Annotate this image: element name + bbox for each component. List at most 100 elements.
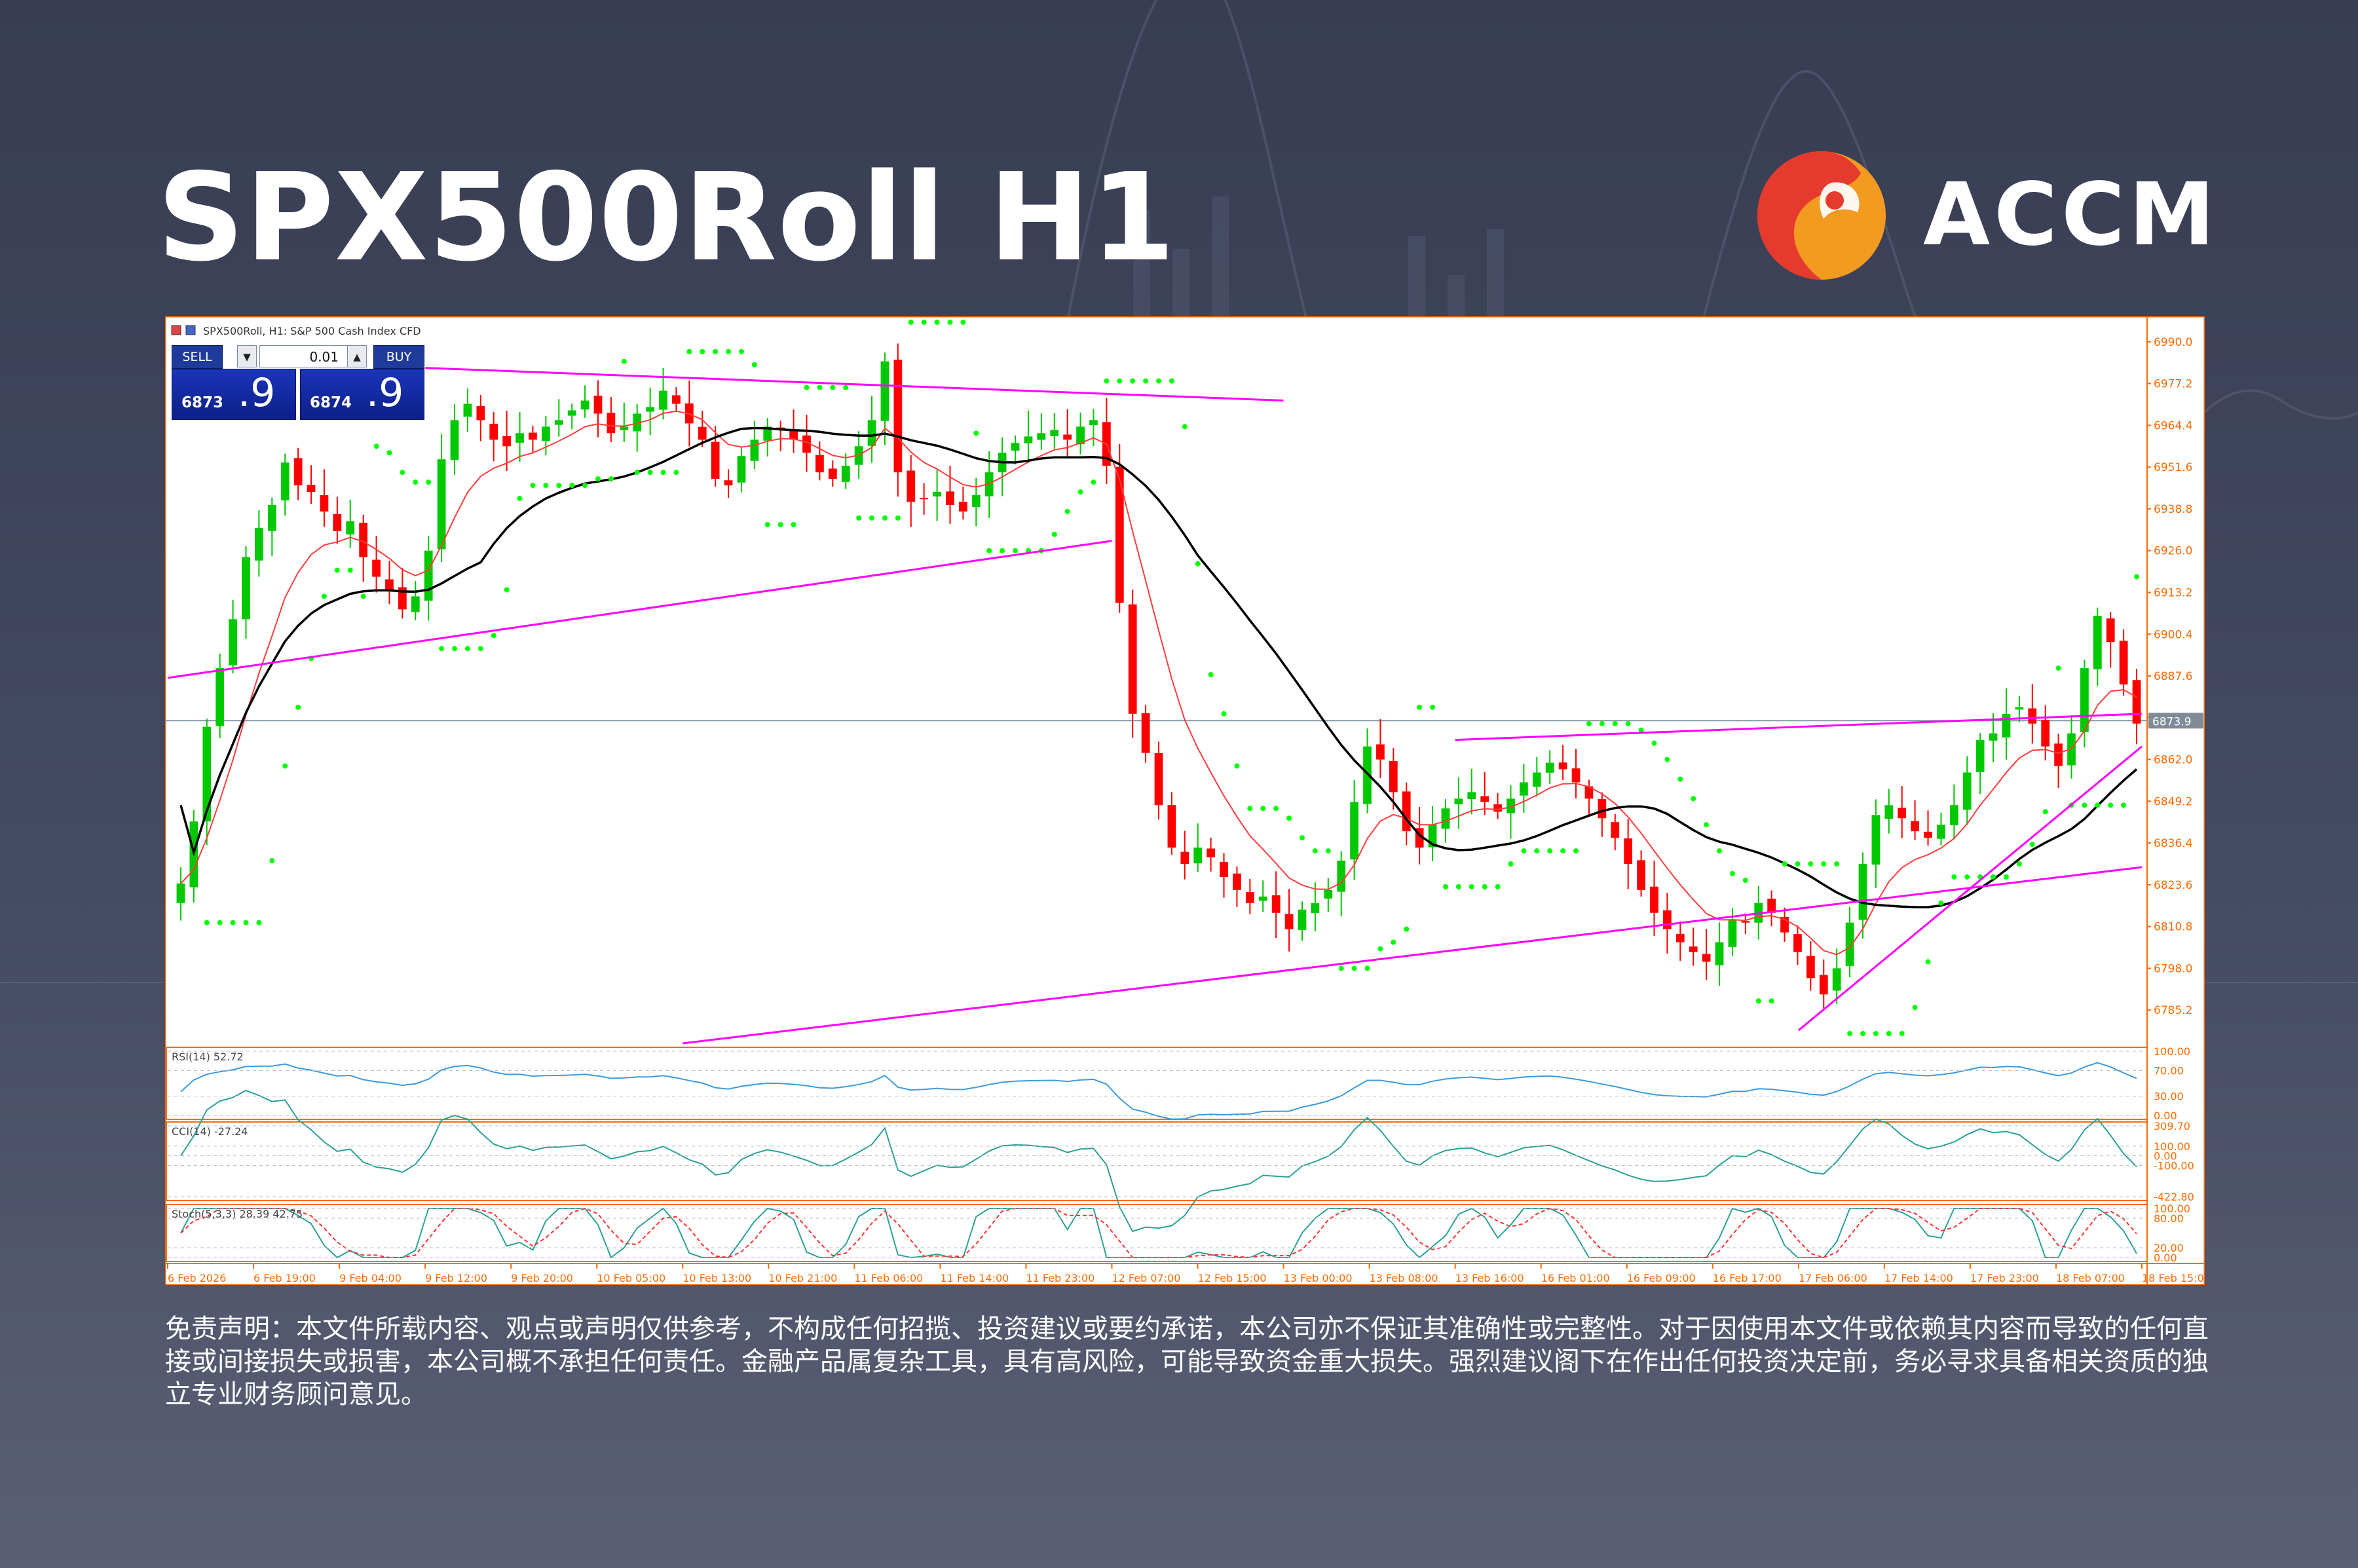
parabolic-sar-dot bbox=[934, 319, 940, 325]
bullish-candle bbox=[1311, 903, 1320, 914]
lot-dropdown-icon[interactable]: ▼ bbox=[237, 345, 257, 367]
parabolic-sar-dot bbox=[2134, 574, 2140, 580]
parabolic-sar-dot bbox=[1886, 1031, 1892, 1037]
parabolic-sar-dot bbox=[960, 319, 966, 325]
indicator-pane-border bbox=[166, 1047, 2148, 1120]
parabolic-sar-dot bbox=[269, 858, 275, 864]
bullish-candle bbox=[1076, 426, 1085, 445]
indicator-tick-label: 100.00 bbox=[2154, 1203, 2190, 1215]
time-axis-label: 12 Feb 15:00 bbox=[1198, 1272, 1267, 1284]
bullish-candle bbox=[633, 413, 642, 432]
parabolic-sar-dot bbox=[1860, 1031, 1865, 1037]
parabolic-sar-dot bbox=[386, 450, 392, 456]
parabolic-sar-dot bbox=[2029, 842, 2035, 848]
sell-button[interactable]: SELL bbox=[172, 345, 223, 369]
time-axis-label: 10 Feb 05:00 bbox=[597, 1272, 665, 1284]
parabolic-sar-dot bbox=[1286, 815, 1292, 821]
indicator-tick-label: 0.00 bbox=[2154, 1110, 2177, 1122]
bullish-candle bbox=[450, 420, 459, 460]
parabolic-sar-dot bbox=[295, 704, 301, 710]
stochastic-main-line bbox=[180, 1207, 2137, 1259]
parabolic-sar-dot bbox=[1404, 926, 1410, 932]
bearish-candle bbox=[320, 495, 329, 512]
buy-price-box[interactable]: 6874 .9 bbox=[300, 369, 424, 420]
trendline bbox=[1455, 713, 2143, 741]
bearish-candle bbox=[385, 579, 394, 590]
bearish-candle bbox=[1924, 831, 1932, 838]
bullish-candle bbox=[750, 439, 759, 461]
parabolic-sar-dot bbox=[2042, 809, 2048, 815]
sell-price-box[interactable]: 6873 .9 bbox=[172, 369, 296, 420]
parabolic-sar-dot bbox=[360, 593, 366, 599]
parabolic-sar-dot bbox=[2121, 802, 2127, 808]
bullish-candle bbox=[1011, 443, 1020, 451]
price-chart[interactable]: SPX500Roll, H1: S&P 500 Cash Index CFD 69… bbox=[165, 316, 2205, 1285]
background-bars bbox=[1133, 196, 1504, 327]
bearish-candle bbox=[293, 458, 303, 486]
parabolic-sar-dot bbox=[426, 479, 432, 485]
buy-price-pips: .9 bbox=[366, 370, 404, 416]
parabolic-sar-dot bbox=[1455, 884, 1461, 889]
chart-canvas[interactable]: SPX500Roll, H1: S&P 500 Cash Index CFD 69… bbox=[165, 316, 2205, 1285]
bearish-candle bbox=[2028, 708, 2037, 724]
parabolic-sar-dot bbox=[621, 358, 627, 364]
bearish-candle bbox=[1207, 848, 1215, 858]
bearish-candle bbox=[724, 480, 733, 486]
bearish-candle bbox=[815, 455, 824, 473]
parabolic-sar-dot bbox=[282, 763, 288, 769]
bearish-candle bbox=[893, 360, 903, 473]
indicator-tick-label: 20.00 bbox=[2154, 1242, 2184, 1254]
bullish-candle bbox=[411, 596, 420, 612]
parabolic-sar-dot bbox=[1430, 704, 1436, 710]
bearish-candle bbox=[593, 396, 603, 414]
parabolic-sar-dot bbox=[1391, 939, 1396, 945]
parabolic-sar-dot bbox=[921, 319, 927, 325]
bearish-candle bbox=[959, 502, 967, 512]
time-axis-label: 16 Feb 01:00 bbox=[1541, 1272, 1610, 1284]
parabolic-sar-dot bbox=[1808, 861, 1814, 867]
cci-line bbox=[180, 1089, 2137, 1233]
bullish-candle bbox=[1024, 436, 1033, 443]
parabolic-sar-dot bbox=[230, 920, 236, 925]
lot-stepper-up-icon[interactable]: ▲ bbox=[347, 345, 367, 367]
parabolic-sar-dot bbox=[764, 521, 770, 527]
time-axis-label: 13 Feb 00:00 bbox=[1284, 1272, 1353, 1284]
buy-button[interactable]: BUY bbox=[373, 345, 424, 369]
bullish-candle bbox=[1337, 861, 1346, 892]
price-tick-label: 6798.0 bbox=[2154, 962, 2192, 975]
parabolic-sar-dot bbox=[1469, 884, 1474, 889]
bullish-candle bbox=[1728, 919, 1737, 947]
bearish-candle bbox=[1650, 886, 1658, 913]
trendline bbox=[683, 866, 2143, 1045]
bearish-candle bbox=[1819, 975, 1828, 995]
bullish-candle bbox=[1350, 802, 1358, 860]
bullish-candle bbox=[2080, 668, 2089, 732]
parabolic-sar-dot bbox=[1742, 877, 1748, 883]
bearish-candle bbox=[1376, 744, 1385, 760]
parabolic-sar-dot bbox=[452, 646, 458, 652]
parabolic-sar-dot bbox=[817, 384, 823, 390]
parabolic-sar-dot bbox=[569, 483, 575, 489]
time-axis-label: 17 Feb 23:00 bbox=[1970, 1272, 2039, 1284]
parabolic-sar-dot bbox=[1560, 848, 1566, 854]
indicator-tick-label: 100.00 bbox=[2154, 1045, 2190, 1058]
price-tick-label: 6913.2 bbox=[2154, 586, 2192, 599]
bullish-candle bbox=[554, 420, 563, 425]
bullish-candle bbox=[971, 495, 981, 507]
one-click-trading-panel[interactable]: SELL ▼ 0.01 ▲ BUY 6873 .9 6874 .9 bbox=[172, 345, 424, 420]
bearish-candle bbox=[359, 523, 368, 557]
time-axis-label: 18 Feb 15:00 bbox=[2142, 1272, 2205, 1284]
parabolic-sar-dot bbox=[830, 384, 836, 390]
price-tick-label: 6810.8 bbox=[2154, 921, 2192, 934]
bullish-candle bbox=[1258, 896, 1267, 901]
bullish-candle bbox=[1715, 942, 1724, 965]
parabolic-sar-dot bbox=[634, 470, 640, 476]
indicator-label: CCI(14) -27.24 bbox=[172, 1125, 248, 1138]
indicator-tick-label: -422.80 bbox=[2154, 1191, 2194, 1203]
parabolic-sar-dot bbox=[1782, 861, 1787, 867]
bearish-candle bbox=[1141, 713, 1150, 753]
price-tick-label: 6990.0 bbox=[2154, 336, 2192, 349]
parabolic-sar-dot bbox=[1521, 848, 1527, 854]
bullish-candle bbox=[1467, 792, 1476, 800]
parabolic-sar-dot bbox=[1638, 727, 1644, 733]
